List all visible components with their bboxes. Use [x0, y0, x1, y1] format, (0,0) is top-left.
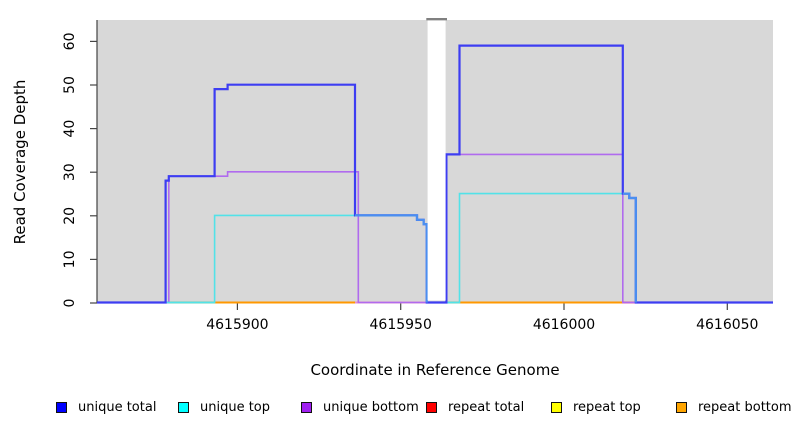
legend-label: repeat top: [573, 399, 641, 415]
unique-bottom-swatch-icon: [301, 401, 312, 413]
legend-item-repeat-total: repeat total: [426, 398, 524, 416]
legend-label: unique total: [78, 399, 157, 415]
unique-top-swatch-icon: [178, 401, 189, 413]
x-tick-label: 4615900: [206, 317, 268, 333]
legend-item-unique-total: unique total: [56, 398, 156, 416]
y-tick-label: 30: [62, 163, 78, 181]
y-axis-ticks: [90, 40, 97, 304]
y-axis-title: Read Coverage Depth: [11, 80, 29, 245]
legend-item-repeat-bottom: repeat bottom: [676, 398, 792, 416]
no-data-band: [426, 18, 447, 301]
series-line-overlap: [355, 214, 428, 303]
legend-item-unique-top: unique top: [178, 398, 270, 416]
chart-legend: unique total unique top unique bottom re…: [0, 398, 792, 422]
x-tick-label: 4615950: [370, 317, 432, 333]
series-layer: [97, 44, 773, 304]
y-tick-label: 50: [62, 76, 78, 94]
repeat-top-swatch-icon: [551, 401, 562, 413]
x-axis-title: Coordinate in Reference Genome: [310, 361, 559, 379]
y-tick-label: 20: [62, 207, 78, 225]
legend-label: repeat total: [448, 399, 525, 415]
x-tick-label: 4616000: [533, 317, 595, 333]
y-tick-label: 10: [62, 250, 78, 268]
unique-total-swatch-icon: [56, 401, 67, 413]
repeat-total-swatch-icon: [426, 401, 437, 413]
legend-label: unique bottom: [323, 399, 419, 415]
x-axis-ticks: [236, 303, 728, 310]
series-line-overlap: [622, 192, 637, 303]
y-tick-label: 60: [62, 32, 78, 50]
y-tick-label: 0: [62, 299, 78, 308]
legend-label: unique top: [200, 399, 271, 415]
legend-item-repeat-top: repeat top: [551, 398, 641, 416]
y-tick-label: 40: [62, 120, 78, 138]
repeat-bottom-swatch-icon: [676, 401, 687, 413]
legend-label: repeat bottom: [698, 399, 792, 415]
legend-item-unique-bottom: unique bottom: [301, 398, 419, 416]
x-tick-label: 4616050: [696, 317, 758, 333]
